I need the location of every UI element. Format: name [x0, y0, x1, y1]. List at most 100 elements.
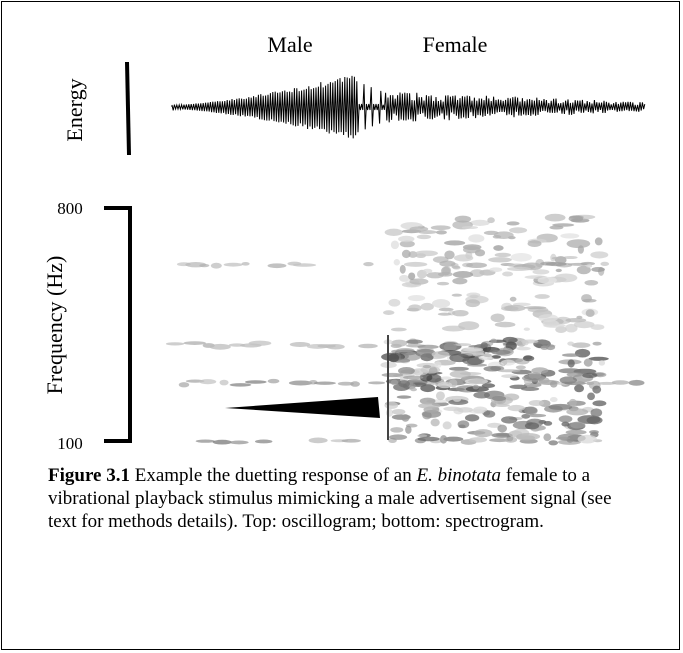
spectral-blob: [396, 395, 412, 399]
spectral-blob: [385, 408, 394, 417]
spectral-blob: [383, 310, 395, 316]
spectral-blob: [549, 380, 558, 388]
spectral-blob: [548, 440, 559, 446]
spectral-blob: [422, 364, 431, 369]
spectral-blob: [503, 393, 520, 401]
spectral-blob: [577, 415, 601, 424]
spectral-blob: [358, 343, 378, 349]
spectral-blob: [452, 277, 468, 285]
spectral-blob: [401, 249, 411, 259]
spectral-blob: [436, 230, 447, 235]
spectral-blob: [567, 359, 575, 368]
spectral-blob: [444, 240, 466, 246]
spectral-blob: [534, 294, 550, 299]
spectral-blob: [551, 256, 567, 260]
spectral-blob: [415, 348, 436, 358]
spectral-blob: [195, 439, 215, 443]
spectral-blob: [449, 353, 470, 363]
spectral-blob: [558, 415, 573, 423]
spectral-blob: [438, 307, 454, 312]
spectral-blob: [510, 252, 532, 262]
spectral-blob: [199, 379, 217, 385]
spectral-blob: [388, 353, 400, 363]
spectral-blob: [545, 344, 556, 351]
spectral-blob: [504, 304, 526, 312]
spectral-blob: [540, 261, 557, 266]
spectral-blob: [521, 374, 545, 382]
spectral-blob: [403, 261, 428, 267]
spectral-blob: [564, 381, 587, 386]
spectral-blob: [558, 368, 582, 374]
spectral-blob: [566, 408, 589, 416]
energy-label: Energy: [62, 78, 87, 141]
spectral-blob: [573, 321, 595, 329]
spectral-blob: [448, 399, 469, 405]
spectral-blob: [407, 294, 426, 302]
spectral-blob: [434, 361, 442, 369]
frequency-label: Frequency (Hz): [42, 256, 67, 395]
spectral-blob: [210, 262, 222, 269]
spectral-blob: [600, 261, 610, 267]
spectral-blob: [497, 369, 521, 373]
spectral-blob: [399, 274, 410, 282]
spectral-blob: [350, 381, 360, 387]
spectral-blob: [409, 226, 429, 232]
spectral-blob: [576, 265, 591, 275]
spectral-blob: [585, 309, 595, 317]
spectral-blob: [419, 397, 436, 405]
spectral-blob: [469, 269, 485, 278]
spectral-blob: [390, 327, 407, 332]
spectral-blob: [443, 342, 457, 352]
spectral-blob: [480, 342, 488, 349]
female-label: Female: [423, 32, 488, 57]
spectral-blob: [555, 268, 562, 273]
spectral-blob: [492, 234, 502, 239]
spectral-blob: [337, 381, 354, 386]
spectral-blob: [598, 360, 606, 366]
spectral-blob: [594, 372, 607, 378]
spectral-blob: [502, 336, 518, 344]
spectral-blob: [555, 326, 567, 334]
spectral-blob: [406, 339, 423, 344]
spectral-blob: [473, 429, 493, 438]
spectral-blob: [289, 341, 311, 347]
spectral-blob: [524, 406, 538, 415]
spectral-blob: [493, 245, 504, 251]
spectral-blob: [543, 323, 566, 328]
oscillogram: [171, 75, 646, 139]
spectral-blob: [464, 378, 489, 385]
spectral-blob: [566, 372, 583, 377]
spectral-blob: [408, 304, 422, 312]
spectral-blob: [410, 387, 417, 392]
spectral-blob: [555, 436, 571, 440]
spectral-blob: [443, 406, 462, 411]
spectral-blob: [368, 381, 386, 385]
caption-text: female to a vibrational playback stimulu…: [48, 465, 612, 532]
spectral-blob: [521, 339, 539, 344]
spectral-blob: [470, 219, 490, 226]
spectral-blob: [588, 356, 609, 361]
spectral-blob: [501, 416, 518, 424]
spectral-blob: [408, 272, 416, 281]
spectral-blob: [417, 436, 440, 442]
spectral-blob: [506, 221, 520, 226]
spectral-blob: [241, 261, 250, 266]
spectral-blob: [468, 234, 485, 243]
spectral-blob: [401, 414, 410, 422]
spectral-blob: [583, 358, 593, 367]
spectral-blob: [399, 240, 415, 248]
spectral-blob: [393, 259, 400, 266]
tick-label-top: 800: [57, 199, 83, 218]
spectral-blob: [409, 278, 429, 285]
spectral-blob: [560, 233, 580, 239]
spectral-blob: [489, 438, 510, 443]
spectral-blob: [574, 384, 585, 393]
spectral-blob: [481, 383, 496, 388]
spectral-blob: [178, 382, 190, 388]
spectral-blob: [444, 250, 455, 260]
spectral-blob: [452, 309, 469, 317]
spectral-blob: [592, 385, 602, 394]
spectral-blob: [568, 398, 577, 407]
